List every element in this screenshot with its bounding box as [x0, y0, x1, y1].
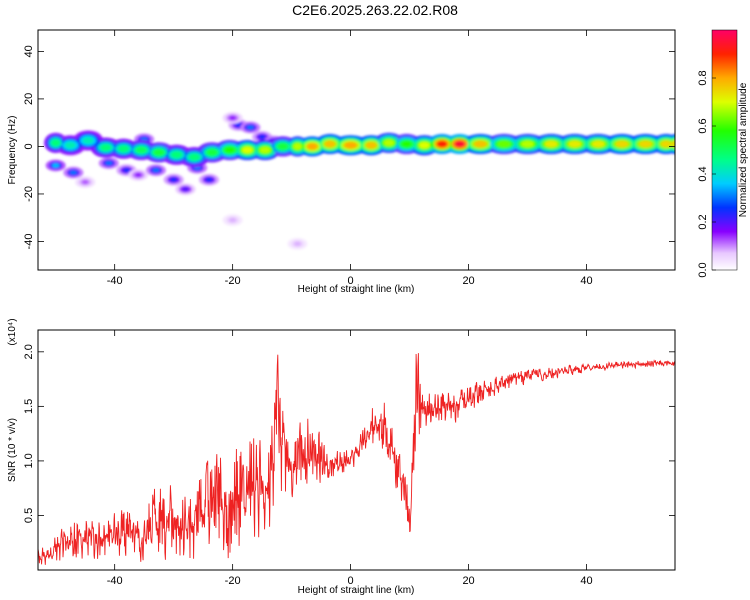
- spectrogram-ridge-segment: [454, 140, 466, 148]
- x-tick-label: 0: [348, 575, 354, 587]
- spectrogram-ridge-segment: [660, 140, 672, 148]
- spectrogram-ridge-segment: [135, 146, 147, 154]
- spectrogram-blob: [81, 179, 89, 185]
- spectrogram-blob: [105, 160, 113, 166]
- x-tick-label: 0: [348, 275, 354, 287]
- y-tick-label: 0.5: [23, 508, 35, 523]
- spectrogram-blob: [246, 125, 255, 130]
- spectrogram-ridge-segment: [51, 139, 61, 147]
- x-tick-label: -20: [225, 575, 241, 587]
- spectrogram-ridge-segment: [418, 141, 430, 149]
- spectrogram-ridge-segment: [241, 146, 254, 154]
- y-tick-label: 40: [23, 45, 35, 57]
- spectrogram-blob: [258, 134, 266, 140]
- spectrogram-ridge-segment: [324, 140, 336, 148]
- spectrogram-ridge-segment: [170, 151, 183, 159]
- spectrogram-ridge-segment: [520, 140, 535, 148]
- snr-x-axis-label: Height of straight line (km): [298, 585, 415, 596]
- spectrogram-ridge-segment: [383, 139, 395, 147]
- spectrogram-blob: [169, 177, 178, 183]
- spectrogram-ridge-segment: [117, 145, 130, 153]
- spectrogram-ridge-segment: [306, 142, 318, 150]
- snr-series-line: [38, 353, 675, 565]
- spectrogram-ridge-segment: [365, 141, 377, 149]
- colorbar-tick-label: 0.8: [697, 70, 709, 85]
- spectrogram-blob: [51, 163, 60, 168]
- colorbar-gradient: [712, 30, 737, 270]
- colorbar-ticks: 0.0 0.2 0.4 0.6 0.8: [697, 70, 716, 278]
- spectrogram-ridge-segment: [259, 146, 271, 154]
- spectrogram-blob: [234, 122, 243, 128]
- spectrogram-ridge-segment: [64, 141, 77, 149]
- spectrogram-y-axis-label: Frequency (Hz): [7, 116, 18, 185]
- spectrogram-ridge-segment: [206, 148, 218, 156]
- spectrogram-ridge-segment: [436, 140, 448, 148]
- colorbar-tick-label: 0.0: [697, 262, 709, 277]
- x-tick-label: 20: [462, 275, 474, 287]
- spectrogram-ridge-segment: [615, 140, 629, 148]
- x-tick-label: 20: [462, 575, 474, 587]
- spectrogram-heatmap: [44, 112, 675, 250]
- spectrogram-ridge-segment: [400, 140, 413, 148]
- snr-y-multiplier: (x10⁴): [7, 318, 18, 345]
- snr-frame: [37, 329, 676, 571]
- spectrogram-ridge-segment: [292, 142, 303, 150]
- y-tick-label: 2.0: [23, 344, 35, 359]
- spectrogram-halo: [44, 112, 675, 250]
- x-tick-label: 40: [580, 575, 592, 587]
- colorbar-tick-label: 0.2: [697, 214, 709, 229]
- colorbar: 0.0 0.2 0.4 0.6 0.8 Normalized spectral ampl…: [697, 29, 749, 278]
- chart-title: C2E6.2025.263.22.02.R08: [292, 2, 458, 18]
- spectrogram-ridge-segment: [568, 140, 582, 148]
- y-tick-label: -40: [23, 234, 35, 250]
- spectrogram-ridge-segment: [277, 142, 289, 150]
- spectrogram-ridge-segment: [473, 140, 487, 148]
- spectrogram-blob: [228, 115, 237, 121]
- x-tick-label: -20: [225, 275, 241, 287]
- spectrogram-ridge-segment: [638, 140, 653, 148]
- spectrogram-blob: [152, 167, 160, 173]
- y-tick-label: -20: [23, 186, 35, 202]
- spectrogram-blob: [134, 172, 142, 178]
- spectrogram-ticks: -40 -20 0 20 40 40 20 0 -20 -40: [23, 30, 675, 287]
- spectrogram-blob: [122, 167, 131, 173]
- spectrogram-ridge-segment: [497, 140, 511, 148]
- x-tick-label: -40: [107, 575, 123, 587]
- spectrogram-ridge-segment: [671, 140, 675, 148]
- spectrogram-ridge-segment: [82, 136, 94, 145]
- colorbar-frame: [711, 29, 738, 271]
- spectrogram-blob: [181, 186, 190, 192]
- colorbar-label: Normalized spectral amplitude: [738, 82, 749, 217]
- spectrogram-panel: -40 -20 0 20 40 40 20 0 -20 -40 Height of straigh…: [7, 29, 676, 295]
- spectrogram-frame: [37, 29, 676, 271]
- spectrogram-ridge-segment: [343, 141, 358, 149]
- spectrogram-ridge-segment: [153, 148, 165, 156]
- spectrogram-x-axis-label: Height of straight line (km): [298, 284, 415, 295]
- y-tick-label: 0: [23, 143, 35, 149]
- spectrogram-blob: [293, 241, 302, 247]
- spectrogram-ridge-segment: [188, 153, 200, 161]
- spectrogram-blob: [69, 170, 78, 175]
- colorbar-tick-label: 0.4: [697, 166, 709, 181]
- spectrogram-blob: [205, 177, 213, 183]
- spectrogram-ridge-segment: [224, 146, 236, 154]
- x-tick-label: -40: [107, 275, 123, 287]
- colorbar-tick-label: 0.6: [697, 118, 709, 133]
- y-tick-label: 1.0: [23, 453, 35, 468]
- snr-panel: -40 -20 0 20 40 0.5 1.0 1.5 2.0 Height of straig…: [7, 318, 676, 596]
- x-tick-label: 40: [580, 275, 592, 287]
- y-tick-label: 20: [23, 93, 35, 105]
- spectrogram-blob: [228, 217, 237, 223]
- snr-y-axis-label: SNR (10 * v/v): [7, 418, 18, 482]
- spectrogram-ridge-segment: [591, 140, 605, 148]
- y-tick-label: 1.5: [23, 399, 35, 414]
- spectrogram-ridge-segment: [544, 140, 558, 148]
- spectrogram-ridge-segment: [100, 144, 112, 152]
- snr-ticks: -40 -20 0 20 40 0.5 1.0 1.5 2.0: [23, 330, 675, 587]
